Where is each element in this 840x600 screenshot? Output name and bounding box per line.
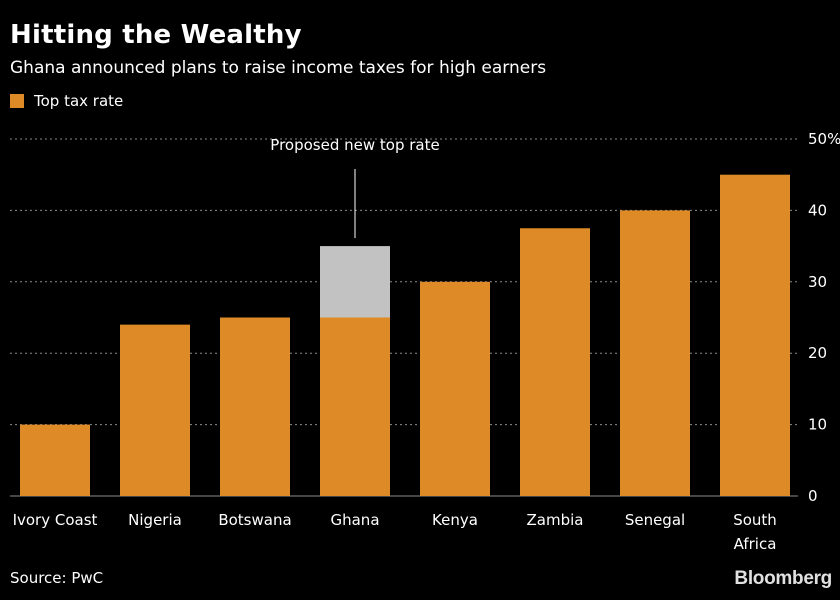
y-tick-label-50: 50%	[808, 130, 840, 148]
bar-senegal	[620, 210, 690, 496]
y-tick-label-40: 40	[808, 201, 827, 219]
y-tick-label-30: 30	[808, 273, 827, 291]
annotation-proposed-label: Proposed new top rate	[270, 136, 439, 154]
y-tick-label-10: 10	[808, 416, 827, 434]
legend-swatch	[10, 94, 24, 108]
x-tick-label-ivory-coast: Ivory Coast	[13, 511, 98, 529]
bar-south-africa	[720, 174, 790, 496]
bar-nigeria	[120, 324, 190, 496]
bar-ghana	[320, 317, 390, 496]
x-tick-label-kenya: Kenya	[432, 511, 478, 529]
x-tick-label-south-africa-1: South	[733, 511, 777, 529]
x-tick-label-senegal: Senegal	[625, 511, 685, 529]
chart-title: Hitting the Wealthy	[10, 20, 302, 50]
source-note: Source: PwC	[10, 569, 104, 587]
y-tick-label-20: 20	[808, 344, 827, 362]
legend-label: Top tax rate	[34, 92, 124, 110]
x-tick-label-nigeria: Nigeria	[128, 511, 182, 529]
x-tick-label-south-africa-2: Africa	[734, 535, 777, 553]
x-tick-label-botswana: Botswana	[218, 511, 291, 529]
legend: Top tax rate	[10, 92, 123, 110]
x-tick-label-ghana: Ghana	[330, 511, 379, 529]
y-tick-label-0: 0	[808, 487, 818, 505]
bar-ivory-coast	[20, 424, 90, 496]
bloomberg-logo: Bloomberg	[734, 568, 832, 589]
bar-zambia	[520, 228, 590, 496]
chart-subtitle: Ghana announced plans to raise income ta…	[10, 58, 547, 78]
bar-kenya	[420, 281, 490, 496]
x-tick-label-zambia: Zambia	[527, 511, 584, 529]
bar-botswana	[220, 317, 290, 496]
